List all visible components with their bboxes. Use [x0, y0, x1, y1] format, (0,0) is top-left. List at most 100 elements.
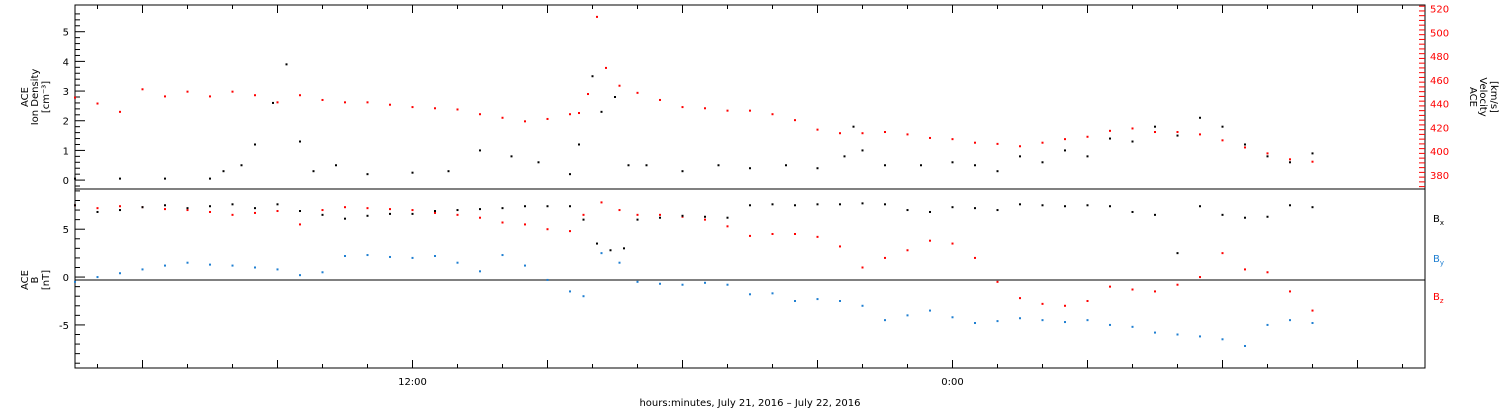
velocity-point: [794, 119, 796, 122]
bx-point: [996, 209, 999, 212]
by-point: [501, 254, 504, 257]
by-point: [254, 266, 256, 269]
bx-point: [582, 218, 585, 221]
x-tick-label: 0:00: [941, 377, 963, 388]
bfield-axis-label-line3: [nT]: [41, 270, 52, 290]
velocity-point: [884, 131, 886, 134]
density-tick-label: 5: [63, 28, 69, 39]
bz-point: [582, 213, 585, 216]
density-point: [591, 75, 594, 78]
b-tick-label: -5: [59, 321, 69, 332]
bx-point: [1131, 210, 1134, 213]
by-point: [186, 261, 189, 264]
velocity-point: [1019, 145, 1021, 148]
bz-point: [1221, 252, 1224, 255]
density-point: [614, 96, 616, 98]
bx-point: [164, 204, 166, 207]
by-point: [366, 254, 369, 257]
density-point: [843, 155, 846, 158]
bx-point: [479, 208, 481, 211]
density-point: [717, 164, 720, 167]
bx-point: [276, 203, 279, 206]
x-tick-label: 12:00: [398, 377, 427, 388]
velocity-point: [861, 132, 864, 135]
density-point: [222, 170, 225, 173]
by-point: [600, 252, 603, 255]
by-point: [1221, 338, 1224, 341]
density-point: [749, 167, 751, 170]
bx-point: [254, 207, 256, 210]
by-point: [861, 304, 864, 307]
velocity-point: [839, 132, 841, 135]
density-point: [74, 177, 76, 180]
bz-point: [771, 232, 774, 235]
by-point: [276, 268, 279, 271]
bx-point: [209, 205, 211, 208]
density-tick-label: 4: [63, 57, 69, 68]
by-point: [996, 320, 999, 323]
by-point: [1041, 319, 1044, 322]
velocity-point: [1311, 160, 1314, 163]
bfield-axis-label-line1: ACE: [20, 270, 31, 290]
axis-tick-labels: 12:00 0:00 0 1 2 3 4 5 380 400 420 440 460 480 500 520 -…: [59, 5, 1449, 388]
bx-point: [704, 215, 706, 218]
bz-point: [839, 245, 841, 248]
bx-point: [929, 210, 931, 213]
bz-point: [1086, 299, 1089, 302]
velocity-point: [231, 90, 234, 93]
bx-point: [74, 204, 76, 207]
bz-point: [434, 211, 436, 214]
bz-point: [254, 211, 256, 214]
density-tick-label: 1: [63, 146, 69, 157]
bx-point: [1064, 205, 1066, 208]
density-point: [312, 170, 315, 173]
density-point: [1041, 161, 1044, 164]
velocity-point: [501, 116, 504, 119]
velocity-point: [749, 109, 751, 112]
density-point: [537, 161, 540, 164]
bfield-axis-label-line2: B: [30, 276, 41, 283]
b-tick-label: 5: [63, 225, 69, 236]
bx-point: [1041, 204, 1044, 207]
velocity-point: [344, 101, 346, 104]
density-point: [974, 164, 976, 167]
by-point: [1199, 335, 1201, 338]
velocity-point: [578, 112, 580, 115]
bz-point: [618, 209, 621, 212]
velocity-axis-label-line3: [km/s]: [1488, 81, 1499, 113]
velocity-point: [209, 95, 211, 98]
density-point: [1221, 125, 1224, 128]
bz-point: [600, 201, 603, 204]
velocity-point: [1244, 146, 1246, 149]
legend-bx: Bx: [1433, 214, 1444, 227]
density-point: [285, 63, 288, 66]
density-point: [578, 143, 580, 146]
velocity-point: [1266, 152, 1269, 155]
by-point: [951, 316, 954, 319]
bx-point: [1176, 252, 1179, 255]
by-point: [884, 319, 886, 322]
bx-point: [389, 212, 391, 215]
velocity-point: [569, 113, 571, 116]
by-point: [659, 282, 661, 285]
by-point: [816, 298, 819, 301]
velocity-point: [636, 91, 639, 94]
density-point: [1176, 134, 1179, 137]
by-point: [974, 322, 976, 325]
velocity-point: [456, 108, 459, 111]
bx-point: [366, 214, 369, 217]
bx-point: [96, 210, 99, 213]
density-point: [1154, 125, 1156, 128]
velocity-axis-label-line1: ACE: [1467, 87, 1478, 107]
by-point: [141, 268, 144, 271]
bz-point: [456, 213, 459, 216]
legend-bz: Bz: [1433, 292, 1444, 305]
velocity-point: [726, 109, 729, 112]
density-point: [272, 101, 274, 104]
density-point: [119, 177, 121, 180]
by-point: [434, 255, 436, 258]
by-point: [74, 280, 76, 283]
legend-by: By: [1433, 254, 1444, 267]
velocity-point: [434, 107, 436, 110]
bz-point: [1266, 271, 1269, 274]
